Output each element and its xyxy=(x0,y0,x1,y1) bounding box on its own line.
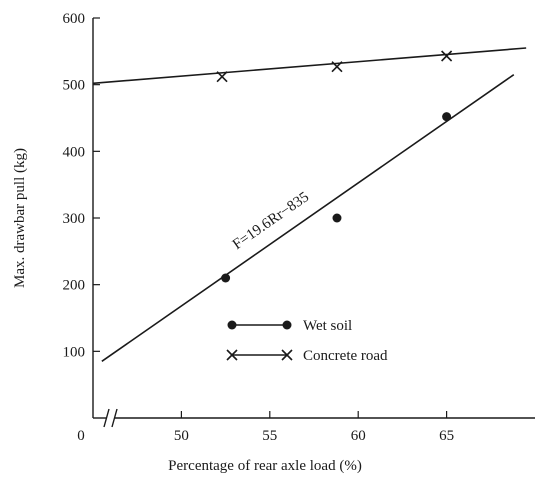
fit-line-concrete-road xyxy=(92,47,527,85)
x-axis-break-mark xyxy=(103,408,118,428)
legend-marker-concrete-road-stroke xyxy=(281,349,293,361)
legend-marker-concrete-road xyxy=(281,349,293,361)
data-point-concrete-road xyxy=(441,50,453,62)
data-point-wet-soil xyxy=(221,273,231,283)
x-axis-label: Percentage of rear axle load (%) xyxy=(168,458,362,474)
data-point-concrete-road xyxy=(216,71,228,83)
legend-label-concrete-road: Concrete road xyxy=(303,348,388,364)
legend-marker-wet-soil xyxy=(227,320,237,330)
data-point-concrete-road-stroke xyxy=(331,61,343,73)
y-tick-label: 200 xyxy=(63,278,86,294)
labels: 0 100 200 300 400 500 600 50 55 60 65 Percentage of… xyxy=(12,11,454,474)
legend: Wet soil Concrete road xyxy=(226,318,388,364)
y-tick-label: 600 xyxy=(63,11,86,27)
series xyxy=(92,47,527,362)
data-point-wet-soil xyxy=(332,213,342,223)
legend-marker-wet-soil xyxy=(282,320,292,330)
y-tick-label: 300 xyxy=(63,211,86,227)
y-tick-label: 500 xyxy=(63,78,86,94)
series-concrete-road xyxy=(92,47,527,85)
legend-marker-concrete-road-stroke xyxy=(226,349,238,361)
data-point-concrete-road-stroke xyxy=(441,50,453,62)
x-tick-label: 60 xyxy=(351,428,366,444)
x-tick-label: 55 xyxy=(262,428,277,444)
data-point-concrete-road xyxy=(331,61,343,73)
y-tick-label: 100 xyxy=(63,344,86,360)
y-axis-label: Max. drawbar pull (kg) xyxy=(12,148,28,288)
fit-line-wet-soil xyxy=(101,74,515,362)
data-point-wet-soil xyxy=(442,112,452,122)
origin-label: 0 xyxy=(77,428,85,444)
series-wet-soil xyxy=(101,74,515,362)
ticks xyxy=(93,17,448,418)
axes xyxy=(92,18,535,428)
legend-marker-concrete-road xyxy=(226,349,238,361)
x-tick-label: 65 xyxy=(439,428,454,444)
x-tick-label: 50 xyxy=(174,428,189,444)
data-point-concrete-road-stroke xyxy=(216,71,228,83)
legend-label-wet-soil: Wet soil xyxy=(303,318,352,334)
y-tick-label: 400 xyxy=(63,144,86,160)
